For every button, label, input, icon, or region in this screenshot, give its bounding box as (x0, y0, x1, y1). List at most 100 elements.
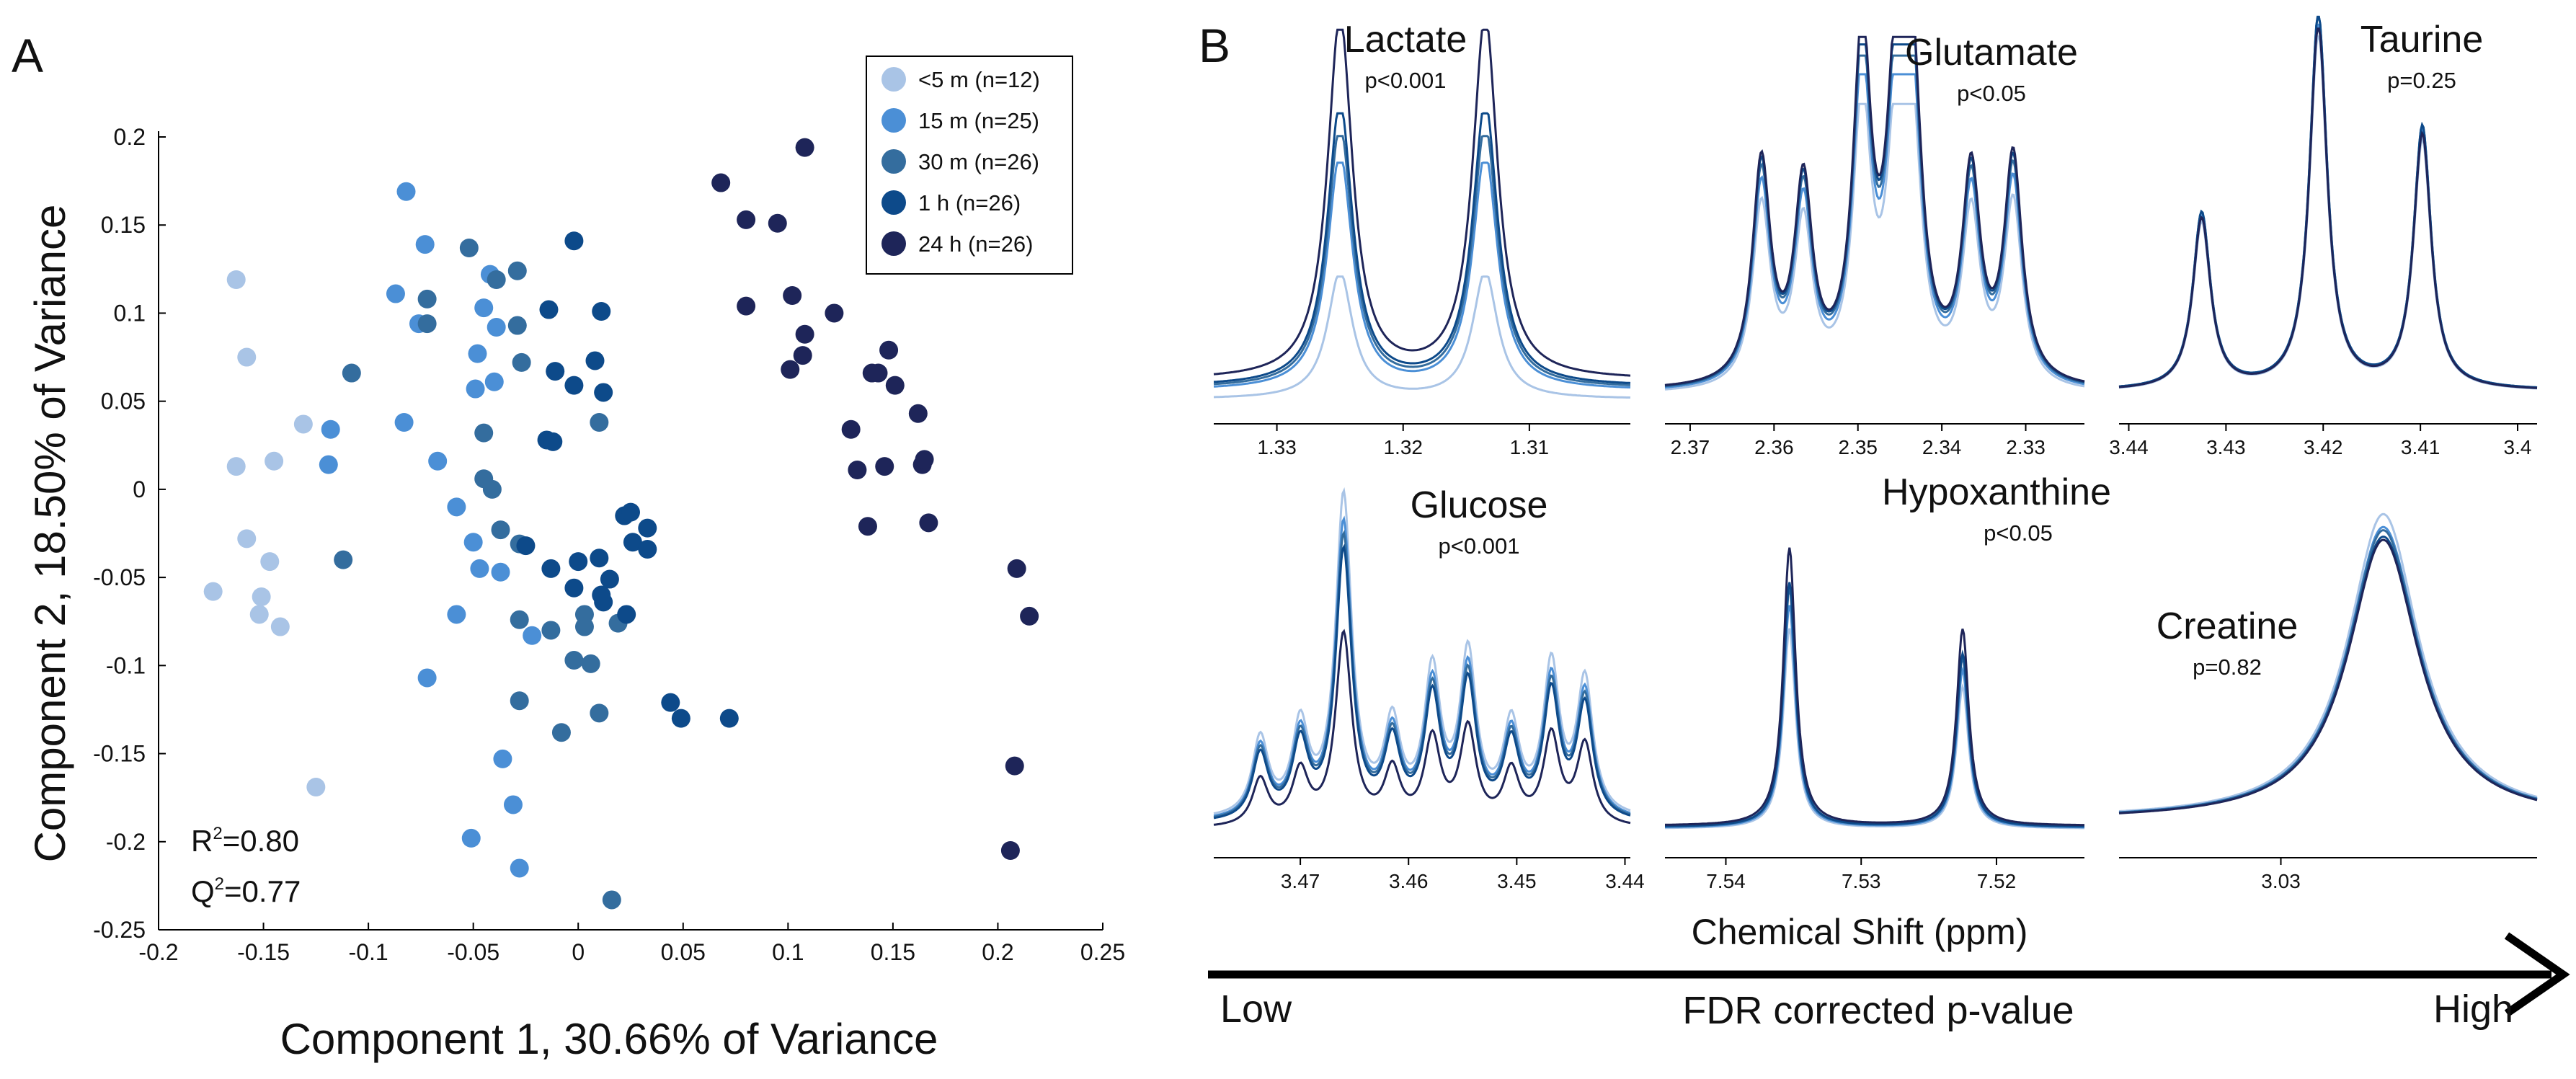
scatter-point-s4 (768, 213, 787, 233)
scatter-point-s1 (474, 298, 494, 318)
scatter-point-s1 (447, 497, 466, 517)
scatter-point-s1 (463, 533, 483, 552)
r2-sup: 2 (213, 824, 222, 843)
scatter-point-s1 (503, 795, 523, 814)
scatter-point-s3 (600, 569, 619, 589)
legend-marker (881, 149, 906, 174)
scatter-point-s4 (1000, 841, 1020, 860)
y-tick-label: 0 (133, 476, 146, 502)
scatter-point-s1 (484, 372, 504, 391)
scatter-point-s0 (226, 457, 246, 476)
scatter-plot (158, 131, 1103, 931)
q2-stat: Q2=0.77 (191, 874, 301, 908)
scatter-point-s1 (493, 749, 512, 768)
spectrum-tick-label: 7.53 (1842, 870, 1881, 892)
metabolite-label: Glutamate (1905, 32, 2078, 74)
spectrum-trace-s4 (1664, 35, 2085, 386)
scatter-point-s4 (793, 346, 812, 365)
panel-b-letter: B (1199, 19, 1230, 72)
scatter-points (203, 138, 1039, 910)
scatter-point-s0 (237, 529, 257, 549)
scatter-point-s3 (569, 552, 588, 572)
panel-a-letter: A (12, 29, 43, 82)
x-tick-label: 0 (572, 939, 585, 965)
scatter-point-s4 (875, 457, 894, 476)
scatter-point-s1 (491, 562, 510, 582)
scatter-point-s4 (908, 404, 928, 423)
metabolite-pvalue: p=0.82 (2193, 654, 2262, 680)
metabolite-label: Taurine (2360, 19, 2484, 61)
scatter-point-s1 (510, 858, 529, 878)
scatter-point-s4 (862, 363, 881, 383)
scatter-point-s3 (621, 502, 640, 522)
metabolite-pvalue: p<0.001 (1439, 533, 1520, 559)
scatter-point-s1 (466, 379, 485, 399)
scatter-point-s4 (841, 419, 861, 439)
scatter-point-s2 (590, 413, 609, 432)
x-axis-title: Component 1, 30.66% of Variance (280, 1015, 938, 1063)
metabolite-pvalue: p=0.25 (2387, 68, 2456, 93)
scatter-point-s1 (461, 828, 481, 848)
r2-value: =0.80 (223, 824, 299, 858)
scatter-point-s3 (592, 585, 611, 605)
spectrum-trace-s1 (1213, 161, 1631, 388)
metabolite-label: Hypoxanthine (1882, 471, 2111, 513)
spectrum-tick-label: 3.46 (1389, 870, 1429, 892)
scatter-point-s4 (1007, 559, 1026, 578)
scatter-point-s3 (546, 362, 565, 381)
spectrum-tick-label: 2.35 (1838, 436, 1878, 458)
scatter-point-s2 (581, 654, 600, 673)
y-tick-label: 0.1 (114, 300, 146, 326)
scatter-point-s0 (293, 414, 313, 434)
scatter-point-s4 (915, 450, 934, 469)
scatter-point-s4 (795, 324, 814, 344)
scatter-point-s3 (617, 605, 636, 624)
metabolite-pvalue: p<0.001 (1365, 68, 1447, 93)
model-stats: R2=0.80 Q2=0.77 (191, 824, 301, 908)
spectrum-taurine: 3.44 3.43 3.42 3.41 3.4 Taurine p=0.25 (2109, 15, 2538, 458)
spectrum-trace-s1 (1665, 605, 2084, 829)
legend-items: <5 m (n=12) 15 m (n=25) 30 m (n=26) 1 h (n=… (881, 67, 1040, 257)
spectrum-trace-s3 (1213, 112, 1631, 384)
spectrum-trace-s0 (2118, 512, 2538, 812)
arrow-head (2504, 932, 2570, 1017)
scatter-point-s1 (447, 605, 466, 624)
legend-label: 1 h (n=26) (918, 190, 1021, 216)
arrow-low-label: Low (1220, 987, 1292, 1031)
spectrum-trace-s4 (1213, 629, 1631, 826)
scatter-point-s0 (203, 582, 223, 601)
spectrum-trace-s1 (1664, 73, 2085, 389)
scatter-point-s3 (594, 383, 613, 402)
scatter-point-s1 (394, 413, 414, 432)
y-tick-label: 0.2 (114, 124, 146, 150)
r2-base: R (191, 824, 213, 858)
scatter-point-s4 (1020, 606, 1039, 626)
spectrum-tick-label: 3.44 (2109, 436, 2149, 458)
scatter-point-s4 (885, 376, 905, 395)
spectrum-trace-s0 (2118, 35, 2538, 390)
scatter-point-s2 (342, 363, 361, 383)
scatter-point-s2 (417, 314, 437, 334)
scatter-point-s1 (468, 344, 487, 363)
scatter-ticks: -0.2 -0.15 -0.1 -0.05 0 0.05 0.1 0.15 0.2 0.25 0.2… (93, 124, 1125, 965)
y-tick-label: -0.2 (106, 829, 146, 855)
scatter-point-s1 (396, 182, 416, 201)
scatter-point-s2 (474, 423, 494, 443)
scatter-point-s0 (249, 605, 269, 624)
spectrum-trace-s3 (2118, 536, 2538, 814)
scatter-point-s4 (879, 340, 899, 360)
scatter-point-s2 (482, 479, 502, 499)
spectrum-tick-label: 1.32 (1383, 436, 1423, 458)
spectrum-trace-s2 (1665, 587, 2084, 828)
scatter-point-s3 (564, 231, 584, 251)
scatter-point-s1 (523, 626, 542, 645)
spectrum-tick-label: 3.42 (2304, 436, 2343, 458)
legend-label: <5 m (n=12) (918, 67, 1040, 92)
scatter-point-s2 (491, 520, 510, 540)
scatter-point-s2 (564, 651, 584, 670)
spectrum-trace-s4 (2118, 538, 2538, 814)
scatter-point-s2 (551, 723, 571, 742)
scatter-point-s2 (590, 703, 609, 723)
legend-marker (881, 190, 906, 215)
metabolite-label: Creatine (2157, 605, 2299, 647)
